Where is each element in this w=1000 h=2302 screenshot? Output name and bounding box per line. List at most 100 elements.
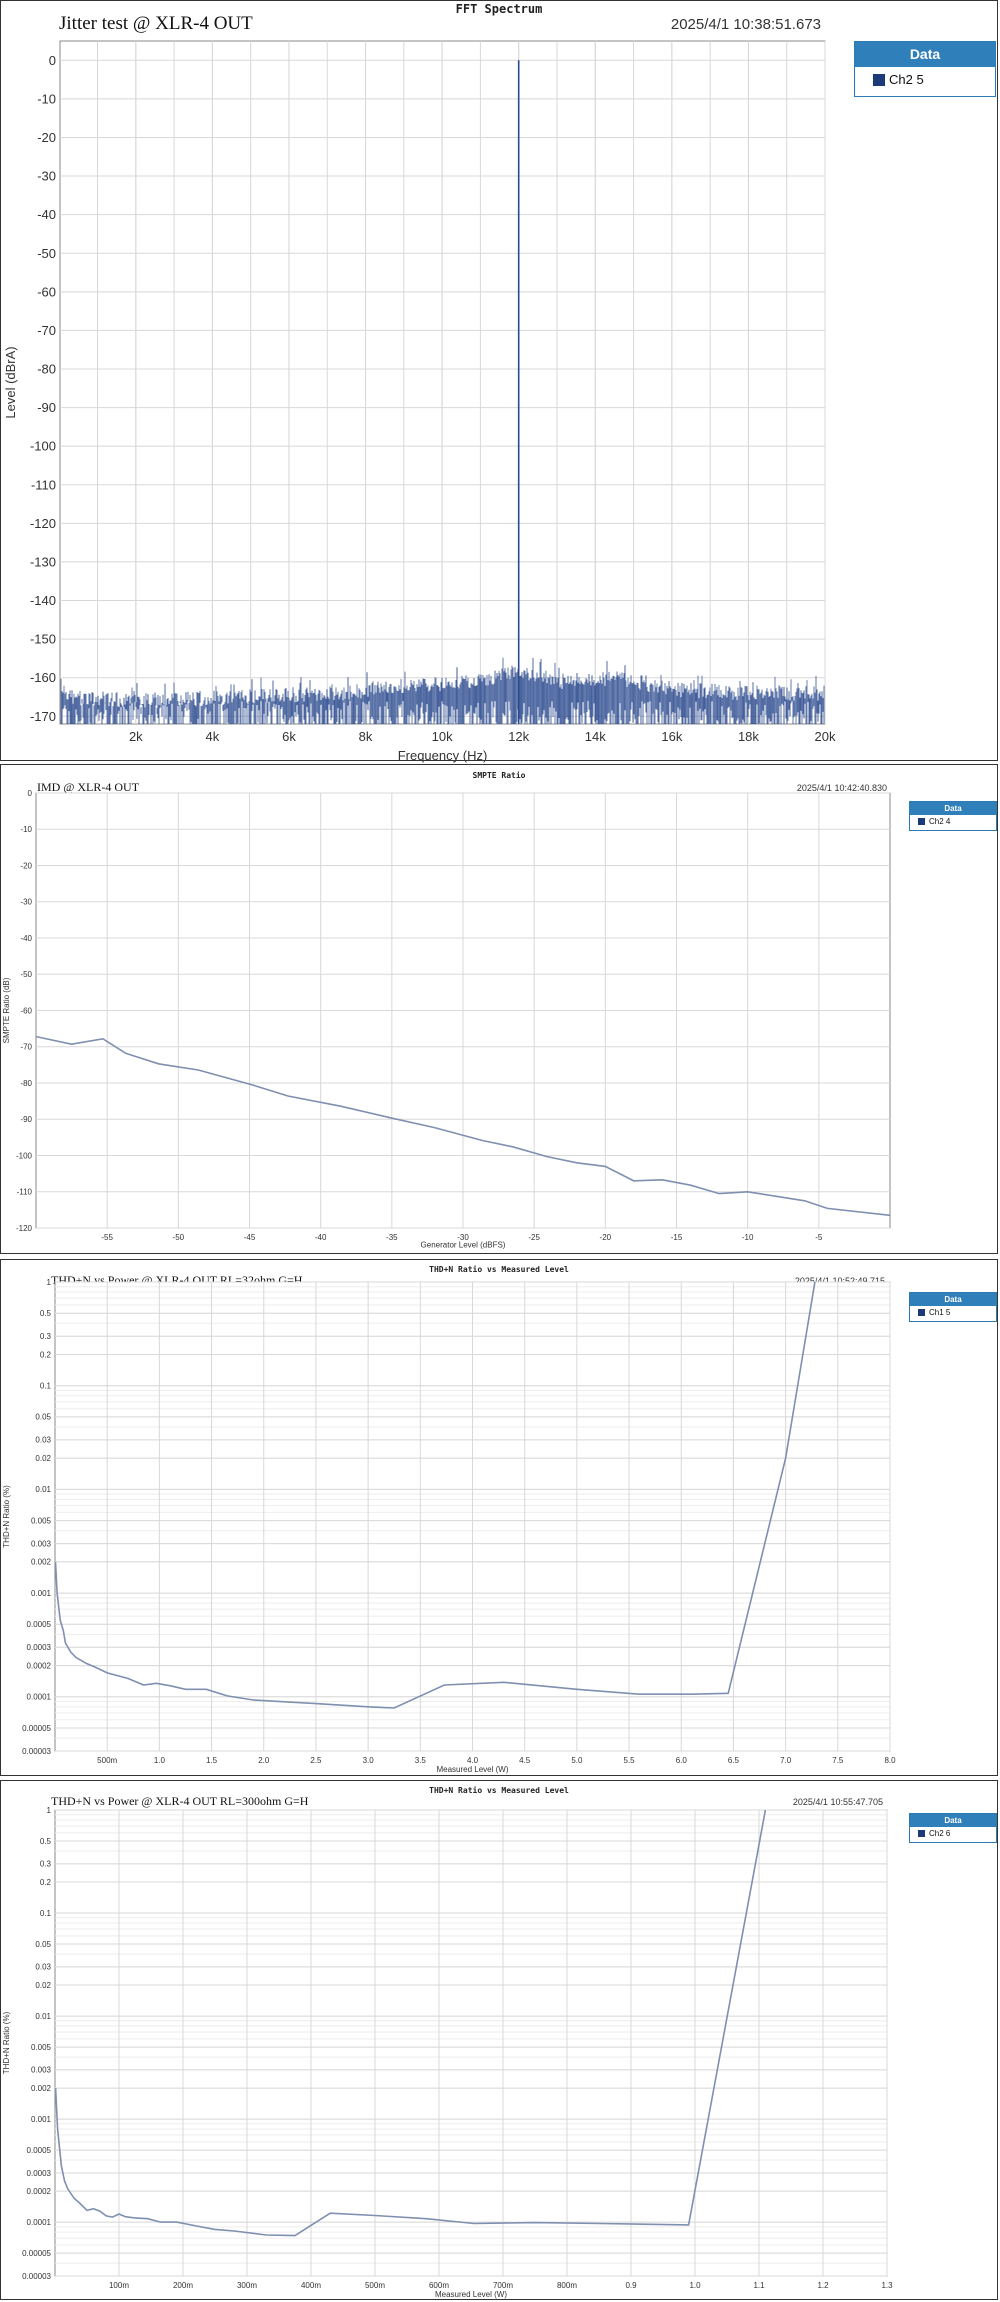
x-tick-label: 5.0: [571, 1756, 583, 1765]
x-tick-label: 4.0: [467, 1756, 479, 1765]
y-tick-label: 0.001: [31, 1589, 52, 1598]
x-tick-label: 600m: [429, 2281, 449, 2290]
x-tick-label: 5.5: [624, 1756, 636, 1765]
graph-name: THD+N Ratio vs Measured Level: [429, 1265, 569, 1274]
x-tick-label: 3.5: [415, 1756, 427, 1765]
x-tick-label: -40: [315, 1233, 327, 1242]
data-series-line: [36, 1035, 890, 1217]
x-tick-label: -5: [815, 1233, 823, 1242]
y-tick-label: -30: [37, 169, 56, 184]
y-tick-label: -20: [37, 130, 56, 145]
x-tick-label: 1.2: [817, 2281, 829, 2290]
y-tick-label: -50: [37, 246, 56, 261]
legend-header: Data: [910, 802, 996, 815]
legend-label: Ch2 4: [929, 817, 951, 826]
y-tick-label: -20: [20, 861, 32, 870]
thdn-32ohm-panel: THD+N Ratio vs Measured Level THD+N vs P…: [0, 1259, 998, 1776]
y-tick-label: 0.03: [35, 1436, 51, 1445]
x-tick-label: 8.0: [884, 1756, 896, 1765]
y-tick-label: 0.01: [35, 2012, 51, 2021]
y-tick-label: 0.03: [35, 1963, 51, 1972]
x-tick-label: -50: [173, 1233, 185, 1242]
legend-entry[interactable]: Ch1 5: [910, 1306, 996, 1317]
y-axis-title: THD+N Ratio (%): [2, 2011, 11, 2074]
x-tick-label: -10: [742, 1233, 754, 1242]
y-tick-label: 0.1: [40, 1909, 52, 1918]
x-tick-label: 1.0: [689, 2281, 701, 2290]
legend: Data Ch2 5: [854, 41, 996, 97]
y-tick-label: 0.5: [40, 1837, 52, 1846]
y-tick-label: -40: [20, 934, 32, 943]
plot-area: [54, 1809, 888, 2277]
legend-entry[interactable]: Ch2 4: [910, 815, 996, 826]
y-tick-label: 0.003: [31, 1539, 52, 1548]
y-tick-label: 0.0003: [27, 1643, 52, 1652]
y-tick-label: -110: [31, 477, 56, 492]
x-tick-label: -20: [600, 1233, 612, 1242]
y-tick-label: -10: [37, 91, 56, 106]
y-tick-label: -170: [30, 709, 56, 724]
y-axis-title: SMPTE Ratio (dB): [2, 977, 11, 1043]
y-tick-label: -80: [37, 362, 56, 377]
fft-spectrum-panel: FFT Spectrum Jitter test @ XLR-4 OUT 202…: [0, 0, 998, 763]
y-tick-label: 0.2: [40, 1350, 52, 1359]
x-tick-label: 1.3: [881, 2281, 893, 2290]
y-tick-label: 0.0003: [27, 2169, 52, 2178]
y-tick-label: -40: [37, 207, 56, 222]
x-tick-label: 700m: [493, 2281, 513, 2290]
legend-swatch: [873, 73, 885, 86]
x-tick-label: 2k: [129, 729, 143, 744]
thdn-300ohm-panel: THD+N Ratio vs Measured Level THD+N vs P…: [0, 1780, 998, 2300]
legend-swatch: [918, 1309, 925, 1316]
x-tick-label: 2.5: [310, 1756, 322, 1765]
x-tick-label: -45: [244, 1233, 256, 1242]
y-tick-label: 0.001: [31, 2115, 52, 2124]
y-tick-label: 1: [47, 1278, 52, 1287]
graph-name: SMPTE Ratio: [472, 771, 526, 780]
legend: Data Ch2 6: [909, 1813, 997, 1843]
x-tick-label: 8k: [359, 729, 373, 744]
legend-label: Ch1 5: [929, 1308, 951, 1317]
x-tick-label: 18k: [738, 729, 759, 744]
x-tick-label: 12k: [508, 729, 529, 744]
y-axis-title: Level (dBrA): [3, 346, 18, 418]
y-tick-label: 0.0005: [27, 2146, 52, 2155]
x-tick-label: 6.0: [676, 1756, 688, 1765]
y-tick-label: 1: [47, 1806, 52, 1815]
y-tick-label: 0.0005: [27, 1620, 52, 1629]
timestamp: 2025/4/1 10:42:40.830: [796, 783, 887, 793]
data-series-line: [55, 1282, 816, 1709]
x-tick-label: 0.9: [625, 2281, 637, 2290]
y-tick-label: 0.2: [40, 1878, 52, 1887]
y-tick-label: 0.02: [35, 1981, 51, 1990]
y-tick-label: -60: [20, 1006, 32, 1015]
x-tick-label: 4k: [206, 729, 220, 744]
x-tick-label: 300m: [237, 2281, 257, 2290]
x-tick-label: 7.5: [832, 1756, 844, 1765]
graph-name: THD+N Ratio vs Measured Level: [429, 1786, 569, 1795]
x-tick-label: 200m: [173, 2281, 193, 2290]
x-tick-label: 500m: [365, 2281, 385, 2290]
x-tick-label: 10k: [432, 729, 453, 744]
y-tick-label: -120: [30, 516, 56, 531]
y-tick-label: 0.00003: [22, 1747, 51, 1756]
y-tick-label: -100: [30, 439, 56, 454]
y-tick-label: -90: [20, 1115, 32, 1124]
x-tick-label: 1.0: [154, 1756, 166, 1765]
y-tick-label: 0.01: [35, 1485, 51, 1494]
y-tick-label: 0.0001: [27, 2218, 52, 2227]
x-tick-label: 800m: [557, 2281, 577, 2290]
y-tick-label: 0.0002: [27, 2187, 52, 2196]
legend-entry[interactable]: Ch2 5: [855, 67, 995, 87]
legend-swatch: [918, 1830, 925, 1837]
graph-name: FFT Spectrum: [455, 2, 543, 16]
x-tick-label: -55: [101, 1233, 113, 1242]
thdn-300ohm-chart: 100m 200m 300m 400m 500m 600m 700m 800m 0.9 1.0 1.…: [2, 1806, 893, 2299]
noise-floor-bars: [60, 657, 825, 724]
x-axis-title: Measured Level (W): [436, 1765, 508, 1774]
x-tick-label: 1.1: [753, 2281, 765, 2290]
y-tick-label: 0.0002: [27, 1661, 52, 1670]
legend-entry[interactable]: Ch2 6: [910, 1827, 996, 1838]
x-tick-label: 16k: [661, 729, 682, 744]
x-axis-title: Measured Level (W): [435, 2290, 507, 2299]
